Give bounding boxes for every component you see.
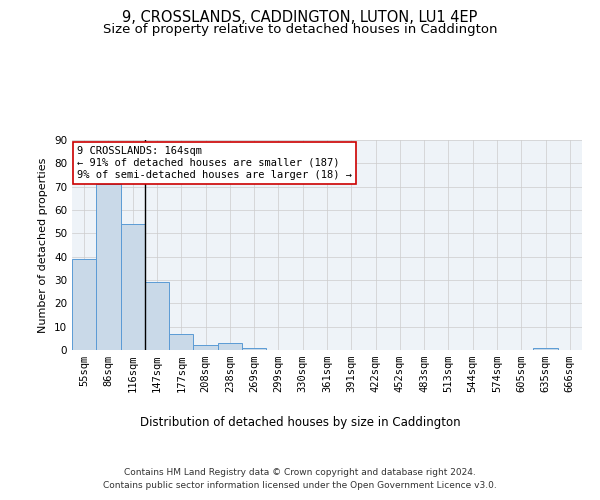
Bar — [242, 348, 266, 350]
Bar — [96, 184, 121, 350]
Bar — [533, 348, 558, 350]
Y-axis label: Number of detached properties: Number of detached properties — [38, 158, 49, 332]
Bar — [218, 343, 242, 350]
Text: 9 CROSSLANDS: 164sqm
← 91% of detached houses are smaller (187)
9% of semi-detac: 9 CROSSLANDS: 164sqm ← 91% of detached h… — [77, 146, 352, 180]
Bar — [121, 224, 145, 350]
Bar — [193, 346, 218, 350]
Bar — [169, 334, 193, 350]
Text: 9, CROSSLANDS, CADDINGTON, LUTON, LU1 4EP: 9, CROSSLANDS, CADDINGTON, LUTON, LU1 4E… — [122, 10, 478, 25]
Text: Contains public sector information licensed under the Open Government Licence v3: Contains public sector information licen… — [103, 480, 497, 490]
Bar — [72, 259, 96, 350]
Text: Distribution of detached houses by size in Caddington: Distribution of detached houses by size … — [140, 416, 460, 429]
Bar — [145, 282, 169, 350]
Text: Size of property relative to detached houses in Caddington: Size of property relative to detached ho… — [103, 24, 497, 36]
Text: Contains HM Land Registry data © Crown copyright and database right 2024.: Contains HM Land Registry data © Crown c… — [124, 468, 476, 477]
